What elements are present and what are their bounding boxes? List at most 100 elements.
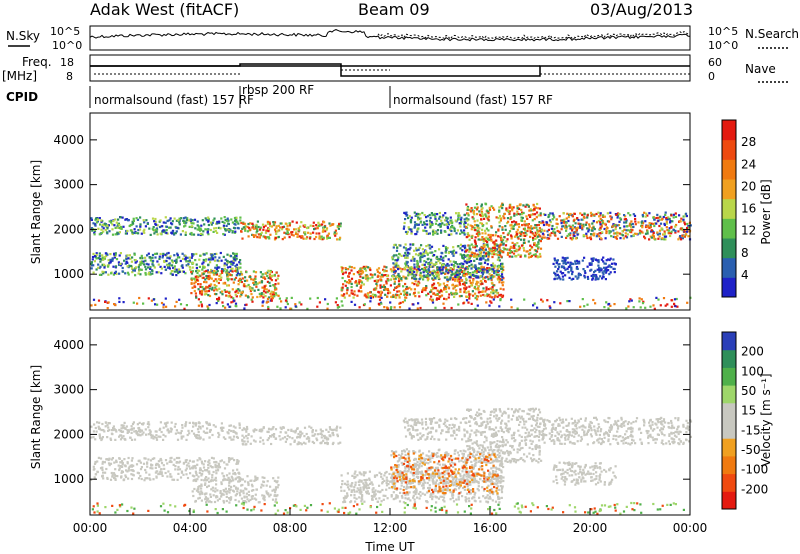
power-cell [674,229,677,233]
power-cell [93,231,96,234]
power-cell [225,224,228,227]
power-cell [103,264,106,268]
power-cell [207,223,210,227]
power-cell [508,212,511,216]
velocity-cell [186,433,189,437]
power-cell [412,269,415,272]
power-cell [233,258,236,261]
power-cell [370,295,373,298]
power-cell [204,260,207,263]
power-cell [408,215,411,218]
power-cell [413,221,417,224]
power-cell [103,266,106,269]
power-cell [577,276,580,279]
power-cell [436,257,439,260]
power-cell [323,225,326,228]
power-cell [416,223,419,226]
power-cell [480,203,483,206]
power-cell [429,272,432,276]
velocity-cell [201,470,204,473]
power-cell [221,220,224,223]
power-cell [499,298,502,301]
power-cell [540,221,543,225]
power-cell [229,294,232,297]
power-cell [477,235,480,238]
power-cell [529,244,532,247]
power-cell [438,248,441,251]
power-cell [489,287,492,290]
power-cell [443,287,446,290]
power-cell [600,258,603,261]
power-cell [403,299,406,302]
power-cell [512,246,515,249]
velocity-cell [118,467,121,470]
power-cell [350,269,353,272]
power-cell [409,273,412,276]
power-cell [527,240,530,243]
velocity-cell [299,433,302,436]
power-cell [270,279,273,282]
power-cell [453,272,456,276]
velocity-cell [212,424,215,427]
power-cell [466,232,470,235]
power-cell [294,305,297,308]
power-cell [473,206,477,209]
power-cell [379,295,382,298]
velocity-cell [194,467,197,470]
power-cell [230,218,233,221]
power-cell [671,220,674,223]
power-cell [92,222,95,225]
velocity-cell [261,494,264,497]
power-cell [569,227,572,230]
power-cell [430,212,433,215]
power-cell [190,292,193,295]
power-cell [290,296,293,299]
velocity-cell [188,432,191,435]
power-cell [649,305,652,308]
velocity-cell [240,478,243,481]
power-cell [423,260,426,263]
velocity-cell [208,472,211,475]
power-cell [127,257,130,260]
power-cell [640,221,643,224]
power-cell [358,280,361,283]
power-cell [243,285,246,288]
velocity-cell [192,466,195,469]
power-cell [460,279,463,282]
velocity-cell [121,424,124,427]
power-cell [198,227,201,230]
power-cell [360,272,363,275]
power-cell [389,268,392,271]
power-cell [125,257,128,260]
power-cell [462,302,465,305]
power-cell [517,212,520,216]
power-cell [481,248,484,251]
velocity-cell [132,474,135,477]
velocity-cell [149,430,152,433]
power-cell [544,213,547,216]
power-cell [207,277,210,281]
power-cell [634,223,637,226]
power-cell [214,230,217,233]
power-cell [451,278,454,281]
power-cell [218,256,221,259]
power-cell [426,270,429,273]
power-cell [363,267,366,270]
power-cell [390,295,393,298]
velocity-cell [174,465,177,468]
power-cell [579,305,582,308]
power-cell [232,226,236,229]
power-cell [426,223,429,226]
velocity-cell [185,438,188,441]
power-cell [458,214,461,217]
power-cell [418,252,421,255]
power-cell [123,259,126,262]
power-cell [417,291,420,294]
power-cell [104,252,107,255]
velocity-cell [228,497,231,500]
power-cell [346,288,349,291]
power-cell [417,218,420,221]
power-cell [465,248,468,251]
power-cell [151,263,154,266]
power-cell [497,276,501,279]
